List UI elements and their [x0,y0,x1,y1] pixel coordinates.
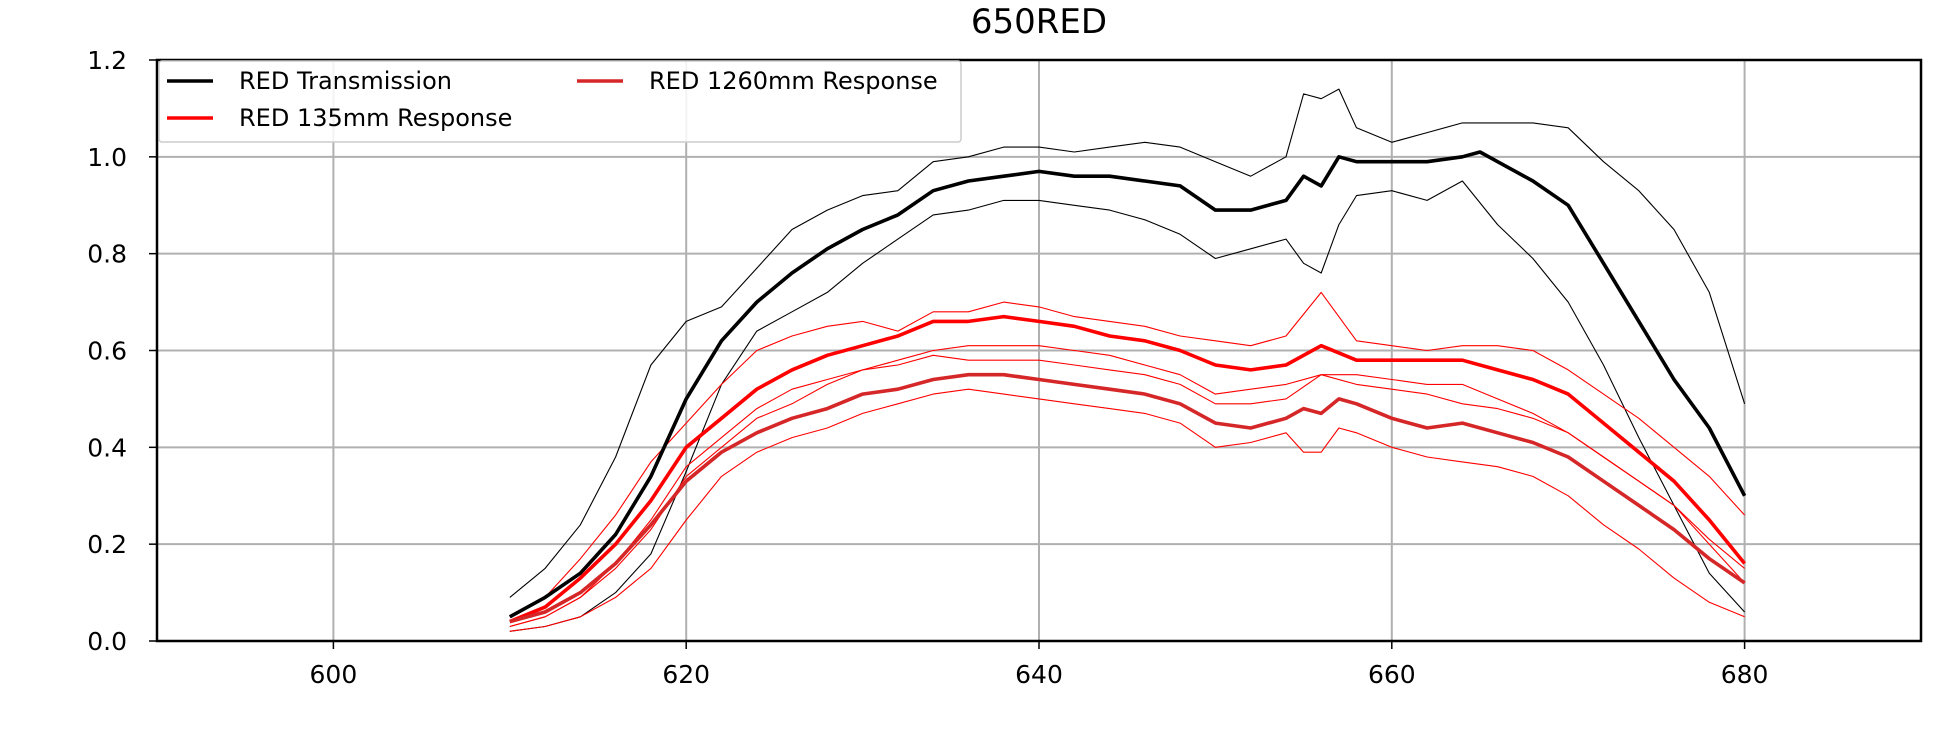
envelope-line-3 [509,291,1746,618]
envelope-lines [509,88,1746,632]
legend: RED Transmission RED 1260mm Response RED 1… [158,60,962,143]
envelope-line-4 [509,345,1746,628]
legend-label-red-1260mm-response: RED 1260mm Response [649,67,938,95]
red-1260mm-response-line [509,372,1746,624]
y-tick-label: 0.6 [87,337,127,366]
y-axis-ticks: 0.0 0.2 0.4 0.6 0.8 1.0 1.2 [87,46,157,656]
y-tick-label: 0.4 [87,433,127,462]
red-135mm-response-line [509,314,1746,624]
red-transmission-line [508,150,1747,619]
x-axis-ticks: 600 620 640 660 680 [310,641,1769,689]
legend-box [158,60,962,143]
series-lines [508,150,1747,624]
x-tick-label: 600 [310,660,358,689]
envelope-line-5 [509,354,1745,628]
x-tick-label: 680 [1721,660,1769,689]
legend-label-red-135mm-response: RED 135mm Response [239,104,512,132]
y-tick-label: 0.2 [87,530,127,559]
legend-label-red-transmission: RED Transmission [239,67,452,95]
x-tick-label: 640 [1015,660,1063,689]
envelope-line-2 [509,180,1746,632]
chart-title: 650RED [971,2,1107,42]
y-tick-label: 0.0 [87,627,127,656]
envelope-line-6 [509,388,1745,632]
y-tick-label: 1.2 [87,46,127,75]
x-tick-label: 620 [662,660,710,689]
x-tick-label: 660 [1368,660,1416,689]
y-tick-label: 1.0 [87,143,127,172]
grid-lines [157,59,1921,642]
y-tick-label: 0.8 [87,240,127,269]
envelope-line-1 [509,88,1746,598]
